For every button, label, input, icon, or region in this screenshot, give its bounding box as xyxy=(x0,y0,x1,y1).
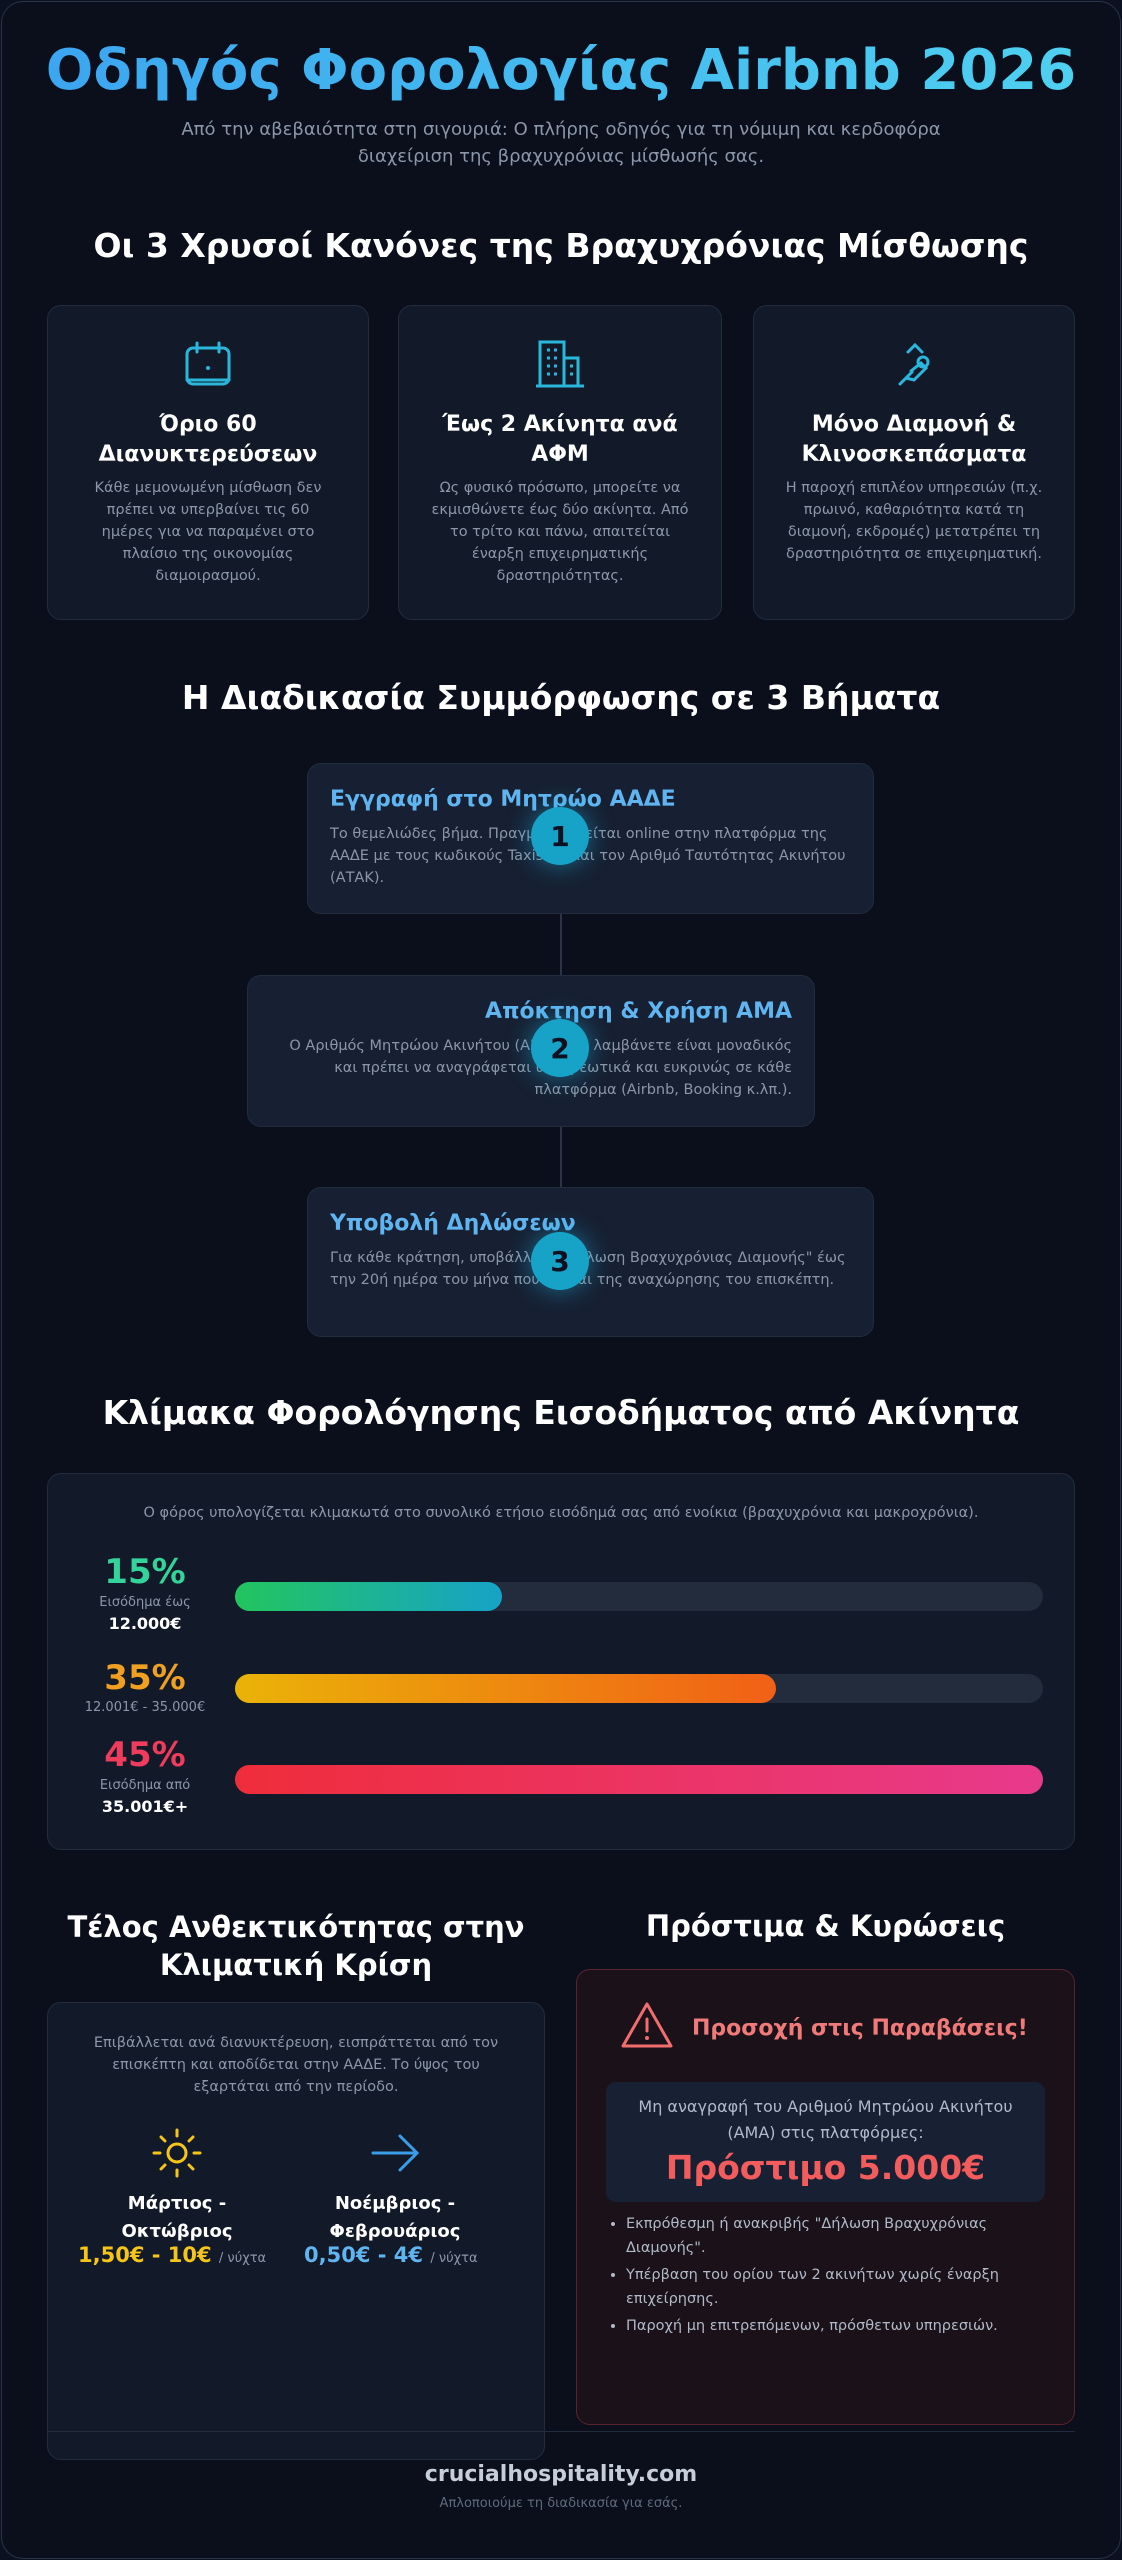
tax-rate: 35% xyxy=(104,1658,186,1698)
step-number: 1 xyxy=(531,807,589,865)
penalty-list: Εκπρόθεσμη ή ανακριβής "Δήλωση Βραχυχρόν… xyxy=(596,2212,1056,2338)
penalty-item: Υπέρβαση του ορίου των 2 ακινήτων χωρίς … xyxy=(626,2263,1056,2311)
arrow-icon xyxy=(371,2134,420,2172)
season-price: 0,50€ - 4€ / νύχτα xyxy=(304,2243,478,2267)
bar-track xyxy=(235,1765,1043,1794)
step-text: Για κάθε κράτηση, υποβάλλετε "Δήλωση Βρα… xyxy=(330,1250,846,1288)
fine-amount: Πρόστιμο 5.000€ xyxy=(665,2148,986,2187)
step-title: Απόκτηση & Χρήση ΑΜΑ xyxy=(485,999,792,1024)
rule-title: Όριο 60 Διανυκτερεύσεων xyxy=(98,412,318,467)
season-name: Μάρτιος - Οκτώβριος xyxy=(121,2193,233,2242)
footer-brand: crucialhospitality.com xyxy=(424,2462,698,2487)
section-title: Η Διαδικασία Συμμόρφωσης σε 3 Βήματα xyxy=(181,678,941,717)
tax-label: Εισόδημα από xyxy=(99,1778,191,1793)
fine-box xyxy=(606,2082,1045,2202)
section-title: Τέλος Ανθεκτικότητας στην Κλιματική Κρίσ… xyxy=(67,1910,525,1982)
bar-track xyxy=(235,1674,1043,1703)
rule-card xyxy=(47,305,369,620)
subtitle: Από την αβεβαιότητα στη σιγουριά: Ο πλήρ… xyxy=(181,119,941,167)
penalty-item: Εκπρόθεσμη ή ανακριβής "Δήλωση Βραχυχρόν… xyxy=(626,2212,1056,2260)
rule-card xyxy=(753,305,1075,620)
rule-text: Η παροχή επιπλέον υπηρεσιών (π.χ. πρωινό… xyxy=(785,480,1043,562)
fine-text: Μη αναγραφή του Αριθμού Μητρώου Ακινήτου… xyxy=(638,2097,1013,2142)
rule-title: Έως 2 Ακίνητα ανά ΑΦΜ xyxy=(442,412,678,467)
season-price: 1,50€ - 10€ / νύχτα xyxy=(78,2243,266,2267)
climate-text: Επιβάλλεται ανά διανυκτέρευση, εισπράττε… xyxy=(93,2035,499,2095)
section-title: Οι 3 Χρυσοί Κανόνες της Βραχυχρόνιας Μίσ… xyxy=(93,226,1029,265)
bar-track xyxy=(235,1582,1043,1611)
bar-fill xyxy=(235,1674,777,1703)
step-card xyxy=(247,975,815,1127)
tax-label: Εισόδημα έως xyxy=(99,1595,191,1610)
tax-rate: 45% xyxy=(104,1735,186,1775)
footer-tagline: Απλοποιούμε τη διαδικασία για εσάς. xyxy=(439,2496,683,2511)
penalty-item: Παροχή μη επιτρεπόμενων, πρόσθετων υπηρε… xyxy=(626,2314,1056,2338)
step-title: Υποβολή Δηλώσεων xyxy=(330,1211,576,1236)
step-title: Εγγραφή στο Μητρώο ΑΑΔΕ xyxy=(330,787,676,812)
tax-label: 12.001€ - 35.000€ xyxy=(84,1700,206,1715)
season-name: Νοέμβριος - Φεβρουάριος xyxy=(329,2193,461,2242)
warning-icon xyxy=(621,2002,673,2048)
calendar-icon xyxy=(185,341,231,386)
building-icon xyxy=(536,340,584,388)
section-title: Κλίμακα Φορολόγησης Εισοδήματος από Ακίν… xyxy=(102,1393,1020,1432)
section-title: Πρόστιμα & Κυρώσεις xyxy=(645,1909,1006,1943)
price-unit: / νύχτα xyxy=(430,2251,478,2266)
step-text: Το θεμελιώδες βήμα. Πραγματοποιείται onl… xyxy=(330,826,846,886)
tax-rate: 15% xyxy=(104,1552,186,1592)
tax-amount: 12.000€ xyxy=(108,1614,182,1633)
step-number: 2 xyxy=(531,1019,589,1077)
bar-fill xyxy=(235,1765,1043,1794)
price-unit: / νύχτα xyxy=(218,2251,267,2266)
price: 1,50€ - 10€ xyxy=(78,2243,212,2267)
rule-title: Μόνο Διαμονή & Κλινοσκεπάσματα xyxy=(801,412,1027,467)
step-card xyxy=(307,763,874,914)
main-title: Οδηγός Φορολογίας Airbnb 2026 xyxy=(0,38,1122,103)
tax-amount: 35.001€+ xyxy=(101,1797,189,1816)
rule-text: Κάθε μεμονωμένη μίσθωση δεν πρέπει να υπ… xyxy=(94,480,322,584)
sun-icon xyxy=(152,2128,202,2178)
rule-text: Ως φυσικό πρόσωπο, μπορείτε να εκμισθώνε… xyxy=(431,480,689,584)
alert-title: Προσοχή στις Παραβάσεις! xyxy=(692,2016,1028,2041)
step-text: Ο Αριθμός Μητρώου Ακινήτου (ΑΜΑ) που λαμ… xyxy=(289,1038,792,1098)
tax-note: Ο φόρος υπολογίζεται κλιμακωτά στο συνολ… xyxy=(143,1505,979,1521)
step-card xyxy=(307,1187,874,1337)
step-number: 3 xyxy=(531,1232,589,1290)
rule-card xyxy=(398,305,722,620)
bar-fill xyxy=(235,1582,502,1611)
price: 0,50€ - 4€ xyxy=(304,2243,423,2267)
climate-panel xyxy=(47,2002,545,2460)
footer-divider xyxy=(47,2431,1075,2432)
service-icon xyxy=(898,342,930,386)
